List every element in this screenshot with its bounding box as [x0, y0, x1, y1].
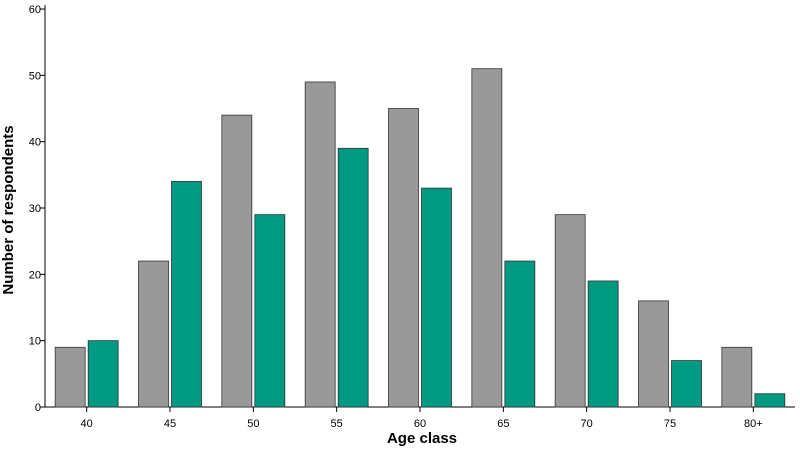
bar-series-1: [54, 346, 86, 408]
bar-series-2: [87, 340, 119, 408]
x-tick-label: 55: [331, 418, 343, 430]
x-tick-label: 80+: [744, 418, 763, 430]
bar-series-2: [671, 360, 702, 408]
y-tick-label: 10: [29, 336, 41, 348]
bars-group: [54, 68, 786, 408]
y-tick-label: 60: [29, 4, 41, 16]
bar-series-1: [721, 346, 753, 408]
bar-series-1: [388, 108, 419, 408]
bar-series-2: [337, 147, 369, 408]
bar-series-1: [138, 260, 169, 408]
x-tick-label: 75: [664, 418, 676, 430]
x-tick-label: 60: [414, 418, 426, 430]
y-axis-title: Number of respondents: [0, 125, 17, 294]
x-tick-label: 45: [164, 418, 176, 430]
y-tick-label: 40: [29, 137, 41, 149]
bar-series-2: [254, 214, 286, 408]
x-tick-label: 65: [497, 418, 509, 430]
x-tick-label: 40: [81, 418, 93, 430]
bar-series-1: [221, 114, 253, 408]
y-tick-label: 50: [29, 70, 41, 82]
bar-series-1: [554, 214, 586, 408]
bar-series-1: [471, 68, 503, 408]
x-tick-label: 70: [581, 418, 593, 430]
bar-series-2: [587, 280, 619, 408]
bar-series-2: [504, 260, 536, 408]
y-tick-label: 0: [35, 402, 41, 414]
y-axis: 0 10 20 30 40 50 60: [29, 4, 46, 414]
x-axis: 40 45 50 55 60 65 70 75 80+: [45, 406, 795, 430]
bar-series-2: [171, 181, 202, 408]
x-axis-title: Age class: [387, 430, 457, 447]
bar-series-1: [638, 300, 669, 408]
bar-series-1: [304, 81, 336, 408]
bar-series-2: [421, 187, 452, 408]
y-tick-label: 30: [29, 203, 41, 215]
x-tick-label: 50: [247, 418, 259, 430]
bar-series-2: [754, 393, 786, 408]
y-tick-label: 20: [29, 269, 41, 281]
